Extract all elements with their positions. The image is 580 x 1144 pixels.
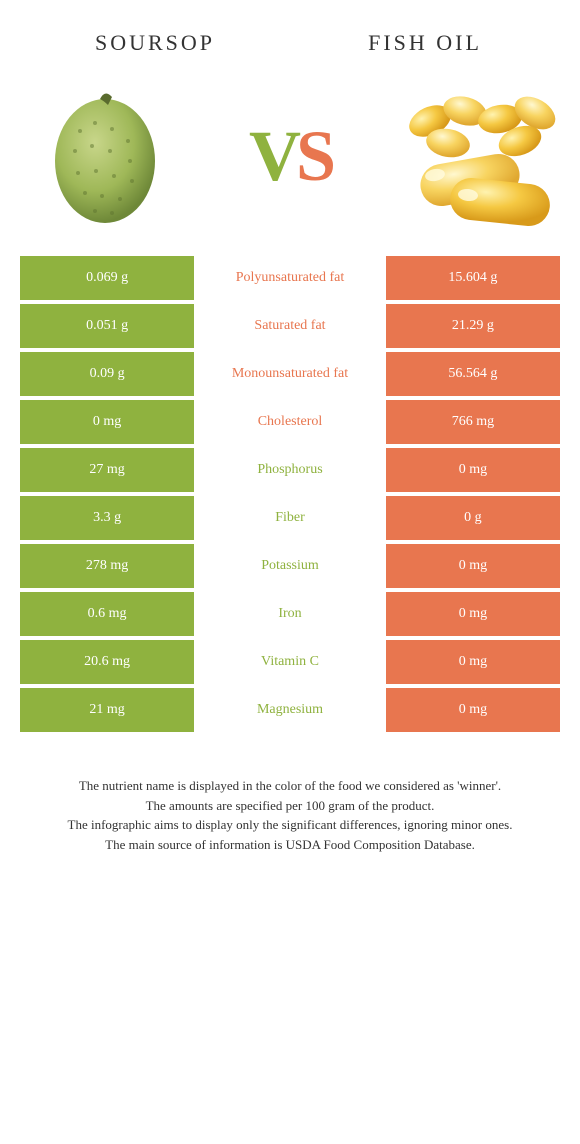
nutrient-row: 0.6 mgIron0 mg bbox=[20, 592, 560, 636]
nutrient-label: Magnesium bbox=[194, 688, 386, 732]
left-value: 0.6 mg bbox=[20, 592, 194, 636]
nutrient-label: Polyunsaturated fat bbox=[194, 256, 386, 300]
header-row: SOURSOP FISH OIL bbox=[0, 0, 580, 66]
left-title: SOURSOP bbox=[20, 30, 290, 56]
nutrient-row: 3.3 gFiber0 g bbox=[20, 496, 560, 540]
left-value: 3.3 g bbox=[20, 496, 194, 540]
nutrient-row: 0.069 gPolyunsaturated fat15.604 g bbox=[20, 256, 560, 300]
footer-line-2: The amounts are specified per 100 gram o… bbox=[30, 796, 550, 816]
vs-v: V bbox=[249, 116, 296, 196]
nutrient-row: 0.051 gSaturated fat21.29 g bbox=[20, 304, 560, 348]
left-value: 0.09 g bbox=[20, 352, 194, 396]
nutrient-label: Monounsaturated fat bbox=[194, 352, 386, 396]
infographic-container: SOURSOP FISH OIL bbox=[0, 0, 580, 884]
nutrient-label: Fiber bbox=[194, 496, 386, 540]
left-value: 20.6 mg bbox=[20, 640, 194, 684]
left-value: 27 mg bbox=[20, 448, 194, 492]
nutrient-label: Saturated fat bbox=[194, 304, 386, 348]
nutrient-row: 0.09 gMonounsaturated fat56.564 g bbox=[20, 352, 560, 396]
right-title: FISH OIL bbox=[290, 30, 560, 56]
right-value: 0 mg bbox=[386, 640, 560, 684]
left-value: 0 mg bbox=[20, 400, 194, 444]
footer-line-3: The infographic aims to display only the… bbox=[30, 815, 550, 835]
nutrient-label: Iron bbox=[194, 592, 386, 636]
footer-line-1: The nutrient name is displayed in the co… bbox=[30, 776, 550, 796]
soursop-image bbox=[20, 76, 190, 236]
nutrient-label: Potassium bbox=[194, 544, 386, 588]
right-value: 0 mg bbox=[386, 592, 560, 636]
footer-line-4: The main source of information is USDA F… bbox=[30, 835, 550, 855]
vs-s: S bbox=[296, 116, 331, 196]
left-value: 278 mg bbox=[20, 544, 194, 588]
right-value: 21.29 g bbox=[386, 304, 560, 348]
nutrient-label: Phosphorus bbox=[194, 448, 386, 492]
right-value: 0 mg bbox=[386, 448, 560, 492]
images-row: VS bbox=[0, 66, 580, 256]
nutrient-row: 20.6 mgVitamin C0 mg bbox=[20, 640, 560, 684]
nutrient-row: 0 mgCholesterol766 mg bbox=[20, 400, 560, 444]
right-value: 0 mg bbox=[386, 688, 560, 732]
nutrient-table: 0.069 gPolyunsaturated fat15.604 g0.051 … bbox=[0, 256, 580, 732]
left-value: 21 mg bbox=[20, 688, 194, 732]
nutrient-row: 27 mgPhosphorus0 mg bbox=[20, 448, 560, 492]
nutrient-label: Vitamin C bbox=[194, 640, 386, 684]
right-value: 56.564 g bbox=[386, 352, 560, 396]
nutrient-row: 21 mgMagnesium0 mg bbox=[20, 688, 560, 732]
left-value: 0.069 g bbox=[20, 256, 194, 300]
right-value: 0 g bbox=[386, 496, 560, 540]
fishoil-icon bbox=[390, 81, 560, 231]
soursop-icon bbox=[40, 81, 170, 231]
right-value: 766 mg bbox=[386, 400, 560, 444]
left-value: 0.051 g bbox=[20, 304, 194, 348]
vs-label: VS bbox=[249, 115, 331, 198]
nutrient-label: Cholesterol bbox=[194, 400, 386, 444]
right-value: 15.604 g bbox=[386, 256, 560, 300]
nutrient-row: 278 mgPotassium0 mg bbox=[20, 544, 560, 588]
footer-notes: The nutrient name is displayed in the co… bbox=[0, 736, 580, 884]
right-value: 0 mg bbox=[386, 544, 560, 588]
fishoil-image bbox=[390, 76, 560, 236]
